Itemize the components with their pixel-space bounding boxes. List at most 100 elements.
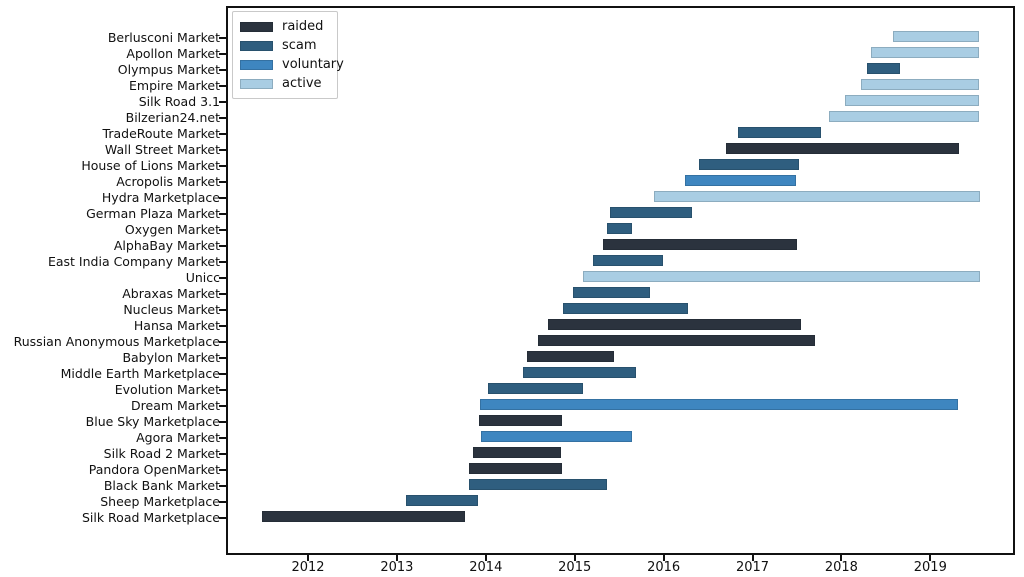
y-tick-mark <box>219 85 226 87</box>
y-tick-mark <box>219 357 226 359</box>
x-tick-mark <box>395 555 398 561</box>
x-tick-mark <box>573 555 576 561</box>
y-axis-label: Silk Road 3.1 <box>138 94 220 109</box>
y-axis-label: Agora Market <box>136 430 220 445</box>
market-bar-active <box>845 94 980 106</box>
y-axis-label: Pandora OpenMarket <box>88 462 220 477</box>
y-tick-mark <box>219 405 226 407</box>
x-axis-label: 2012 <box>291 560 325 575</box>
market-bar-scam <box>699 158 799 170</box>
y-tick-mark <box>219 389 226 391</box>
y-axis-label: Apollon Market <box>126 46 220 61</box>
y-tick-mark <box>219 437 226 439</box>
market-bar-active <box>582 270 981 282</box>
y-tick-mark <box>219 309 226 311</box>
market-bar-raided <box>261 510 466 522</box>
y-tick-mark <box>219 373 226 375</box>
y-tick-mark <box>219 293 226 295</box>
y-tick-mark <box>219 53 226 55</box>
y-axis-label: Silk Road Marketplace <box>81 510 220 525</box>
legend-swatch-voluntary <box>240 59 273 70</box>
market-bar-scam <box>606 222 632 234</box>
legend-swatch-raided <box>240 21 273 32</box>
x-tick-mark <box>484 555 487 561</box>
market-bar-scam <box>405 494 478 506</box>
y-axis-label: AlphaBay Market <box>113 238 220 253</box>
x-tick-mark <box>840 555 843 561</box>
y-axis-label: Nucleus Market <box>123 302 220 317</box>
market-bar-raided <box>538 334 815 346</box>
y-axis-label: German Plaza Market <box>86 206 220 221</box>
y-tick-mark <box>219 69 226 71</box>
market-bar-voluntary <box>685 174 797 186</box>
market-bar-scam <box>610 206 693 218</box>
plot-area <box>226 6 1015 555</box>
market-bar-scam <box>523 366 637 378</box>
y-axis-label: Dream Market <box>131 398 220 413</box>
legend-swatch-scam <box>240 40 273 51</box>
y-axis-label: Oxygen Market <box>124 222 220 237</box>
y-tick-mark <box>219 101 226 103</box>
y-axis-label: Sheep Marketplace <box>100 494 220 509</box>
y-axis-label: TradeRoute Market <box>102 126 220 141</box>
x-axis-label: 2013 <box>380 560 414 575</box>
y-tick-mark <box>219 213 226 215</box>
y-tick-mark <box>219 421 226 423</box>
y-axis-label: East India Company Market <box>47 254 220 269</box>
y-tick-mark <box>219 117 226 119</box>
legend: raided scam voluntary active <box>232 11 344 99</box>
market-bar-raided <box>725 142 959 154</box>
y-tick-mark <box>219 453 226 455</box>
y-axis-label: Babylon Market <box>122 350 220 365</box>
y-tick-mark <box>219 197 226 199</box>
market-bar-scam <box>563 302 688 314</box>
y-tick-mark <box>219 245 226 247</box>
legend-label: scam <box>282 38 317 53</box>
market-bar-raided <box>478 414 563 426</box>
legend-item-raided: raided <box>240 17 337 36</box>
market-bar-active <box>861 78 980 90</box>
x-axis-label: 2017 <box>735 560 770 575</box>
y-tick-mark <box>219 517 226 519</box>
market-bar-raided <box>526 350 614 362</box>
legend-item-active: active <box>240 74 337 93</box>
y-axis-label: Bilzerian24.net <box>125 110 220 125</box>
legend-label: voluntary <box>282 57 344 72</box>
x-axis-label: 2014 <box>469 560 503 575</box>
legend-swatch-active <box>240 78 273 89</box>
market-bar-scam <box>593 254 663 266</box>
y-tick-mark <box>219 37 226 39</box>
x-tick-mark <box>307 555 309 561</box>
market-bar-raided <box>468 462 563 474</box>
x-axis-label: 2018 <box>824 560 858 575</box>
market-bar-active <box>829 110 980 122</box>
legend-label: raided <box>282 19 324 34</box>
y-tick-mark <box>219 485 226 487</box>
y-axis-label: Black Bank Market <box>103 478 220 493</box>
y-tick-mark <box>219 277 226 279</box>
y-tick-mark <box>219 325 226 327</box>
y-tick-mark <box>219 469 226 471</box>
y-tick-mark <box>219 181 226 183</box>
y-tick-mark <box>219 341 226 343</box>
y-axis-label: Berlusconi Market <box>107 30 220 45</box>
y-axis-label: Silk Road 2 Market <box>103 446 220 461</box>
y-axis-label: Olympus Market <box>117 62 220 77</box>
market-bar-scam <box>487 382 583 394</box>
y-axis-label: Hansa Market <box>133 318 220 333</box>
y-axis-label: Middle Earth Marketplace <box>60 366 220 381</box>
market-bar-scam <box>738 126 821 138</box>
y-axis-label: Russian Anonymous Marketplace <box>13 334 220 349</box>
x-axis-label: 2019 <box>913 560 947 575</box>
y-axis-label: Wall Street Market <box>104 142 220 157</box>
x-axis-label: 2016 <box>647 560 681 575</box>
legend-label: active <box>282 76 322 91</box>
y-tick-mark <box>219 229 226 231</box>
market-bar-active <box>870 46 980 58</box>
y-axis-label: Acropolis Market <box>116 174 220 189</box>
market-bar-scam <box>468 478 607 490</box>
market-bar-active <box>893 30 980 42</box>
x-tick-mark <box>662 555 665 561</box>
market-bar-active <box>653 190 981 202</box>
